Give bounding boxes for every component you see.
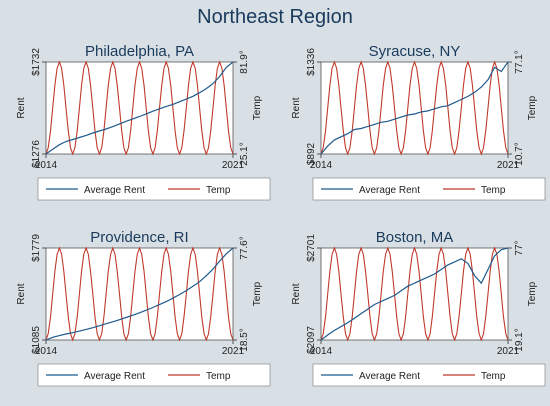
temp-series-line <box>46 60 233 156</box>
chart-title: Philadelphia, PA <box>85 43 194 60</box>
plot-area <box>45 247 234 341</box>
y-tick-label: $2097 <box>306 326 317 354</box>
temp-series-line <box>46 246 233 342</box>
y-axis-label: Rent <box>16 97 27 118</box>
y2-tick-label: 77.1° <box>514 50 525 73</box>
chart-legend: Average Rent Temp <box>312 177 546 201</box>
chart-legend: Average Rent Temp <box>312 363 546 387</box>
legend-label-temp: Temp <box>206 371 231 382</box>
legend-box <box>37 363 271 387</box>
y2-axis-label: Temp <box>252 281 263 306</box>
chart-legend: Average Rent Temp <box>37 177 271 201</box>
y2-tick-label: 19.1° <box>514 328 525 351</box>
chart-svg: Syracuse, NY 2014 2021 $892 $1336 10.7° 77.1° R… <box>291 43 546 201</box>
y-tick-label: $2701 <box>306 234 317 262</box>
x-tick-label: 2021 <box>222 160 245 171</box>
legend-box <box>312 363 546 387</box>
y-tick-label: $1085 <box>31 326 42 354</box>
legend-label-rent: Average Rent <box>84 371 145 382</box>
y2-axis-label: Temp <box>527 95 538 120</box>
y2-axis-label: Temp <box>252 95 263 120</box>
x-tick-label: 2014 <box>35 160 58 171</box>
chart-panel-syracuse: Syracuse, NY 2014 2021 $892 $1336 10.7° 77.1° R… <box>275 34 550 220</box>
chart-title: Syracuse, NY <box>369 43 461 60</box>
legend-box <box>37 177 271 201</box>
chart-svg: Providence, RI 2014 2021 $1085 $1779 18.5° 77.… <box>16 229 271 387</box>
y-axis-label: Rent <box>16 283 27 304</box>
legend-label-temp: Temp <box>481 185 506 196</box>
y-tick-label: $1336 <box>306 48 317 76</box>
chart-panel-providence: Providence, RI 2014 2021 $1085 $1779 18.5° 77.… <box>0 220 275 406</box>
y-axis-label: Rent <box>291 283 302 304</box>
x-tick-label: 2021 <box>497 160 520 171</box>
chart-panel-boston: Boston, MA 2014 2021 $2097 $2701 19.1° 77° Rent… <box>275 220 550 406</box>
rent-series-line <box>321 247 508 341</box>
x-tick-label: 2014 <box>310 346 333 357</box>
page-title: Northeast Region <box>197 6 353 28</box>
y2-tick-label: 18.5° <box>239 328 250 351</box>
x-tick-label: 2021 <box>497 346 520 357</box>
x-tick-label: 2014 <box>310 160 333 171</box>
temp-series-line <box>321 246 508 342</box>
chart-svg: Boston, MA 2014 2021 $2097 $2701 19.1° 77° Rent… <box>291 229 546 387</box>
y-tick-label: $892 <box>306 142 317 165</box>
x-tick-label: 2014 <box>35 346 58 357</box>
chart-legend: Average Rent Temp <box>37 363 271 387</box>
chart-title: Boston, MA <box>376 229 454 246</box>
y-tick-label: $1732 <box>31 48 42 76</box>
y2-tick-label: 10.7° <box>514 142 525 165</box>
plot-area <box>320 61 509 155</box>
legend-label-rent: Average Rent <box>359 185 420 196</box>
y2-tick-label: 25.1° <box>239 142 250 165</box>
y-tick-label: $1779 <box>31 234 42 262</box>
plot-area <box>45 61 234 155</box>
chart-svg: Philadelphia, PA 2014 2021 $1276 $1732 25.1° 8… <box>16 43 271 201</box>
y-tick-label: $1276 <box>31 140 42 168</box>
chart-panel-philadelphia: Philadelphia, PA 2014 2021 $1276 $1732 25.1° 8… <box>0 34 275 220</box>
chart-title: Providence, RI <box>90 229 188 246</box>
legend-label-rent: Average Rent <box>84 185 145 196</box>
legend-label-rent: Average Rent <box>359 371 420 382</box>
x-tick-label: 2021 <box>222 346 245 357</box>
y-axis-label: Rent <box>291 97 302 118</box>
rent-series-line <box>321 61 508 155</box>
legend-label-temp: Temp <box>481 371 506 382</box>
y2-tick-label: 77.6° <box>239 236 250 259</box>
plot-area <box>320 247 509 341</box>
legend-box <box>312 177 546 201</box>
y2-tick-label: 77° <box>514 240 525 255</box>
rent-series-line <box>46 247 233 341</box>
y2-tick-label: 81.9° <box>239 50 250 73</box>
rent-series-line <box>46 61 233 155</box>
legend-label-temp: Temp <box>206 185 231 196</box>
y2-axis-label: Temp <box>527 281 538 306</box>
